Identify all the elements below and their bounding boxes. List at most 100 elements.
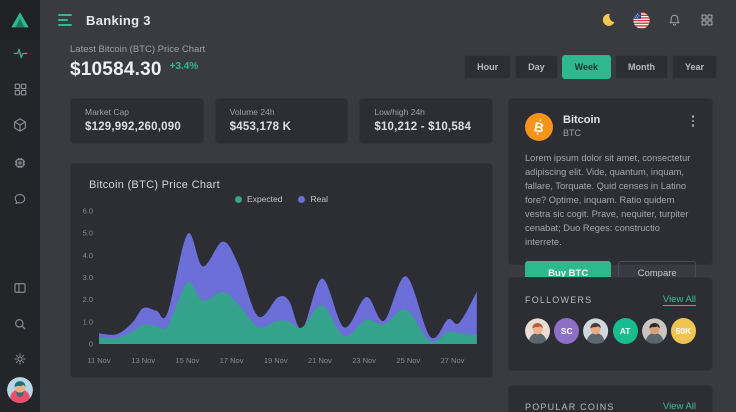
legend-item-real: Real [298,194,328,204]
range-button-day[interactable]: Day [515,55,558,79]
layout-panel-icon [14,283,26,293]
svg-text:B: B [533,119,546,136]
us-flag-icon [632,11,650,29]
followers-view-all-link[interactable]: View All [662,294,696,305]
coin-description: Lorem ipsum dolor sit amet, consectetur … [525,153,691,247]
app-logo[interactable] [0,0,40,40]
sidebar-item-search[interactable] [0,311,40,337]
x-axis-tick: 25 Nov [396,356,420,365]
user-avatar-image [7,377,33,403]
popular-coins-view-all-link[interactable]: View All [662,401,696,412]
sidebar-item-layout[interactable] [0,275,40,301]
package-icon [14,118,26,132]
x-axis-tick: 17 Nov [220,356,244,365]
y-axis-tick: 0 [89,340,93,349]
btc-price: $10584.30 [70,59,162,80]
follower-photo-3[interactable] [641,318,667,344]
chart-legend: Expected Real [71,194,492,204]
dashboard-grid-icon [14,83,26,95]
popular-coins-title: POPULAR COINS [525,401,615,412]
y-axis-tick: 5.0 [83,229,93,238]
price-chart-card: Bitcoin (BTC) Price Chart Expected Real 6… [70,163,493,378]
stat-value: $10,212 - $10,584 [374,121,472,133]
y-axis-tick: 1.0 [83,317,93,326]
stat-card-1: Volume 24h $453,178 K [214,98,349,144]
stat-label: Volume 24h [229,107,275,117]
y-axis-tick: 6.0 [83,207,93,216]
language-selector[interactable] [632,11,650,29]
chip-icon [15,158,25,168]
x-axis-tick: 13 Nov [131,356,155,365]
notifications-button[interactable] [665,11,683,29]
legend-dot [235,195,243,203]
coin-card-menu-button[interactable] [690,113,697,129]
x-axis-tick: 27 Nov [441,356,465,365]
activity-icon [12,48,28,58]
apps-menu-button[interactable] [698,11,716,29]
follower-photo-image [525,318,551,344]
sidebar [0,0,40,412]
chart-title: Bitcoin (BTC) Price Chart [89,179,220,191]
sidebar-item-activity[interactable] [0,40,40,66]
legend-label: Expected [247,194,283,204]
badge-text: SC [560,326,573,336]
followers-avatars: SC AT 50K [525,318,697,344]
legend-item-expected: Expected [235,194,282,204]
stats-row: Market Cap $129,992,260,090 Volume 24h $453… [70,98,494,144]
follower-badge-at[interactable]: AT [612,318,638,344]
btc-price-change: +3.4% [169,61,199,72]
stat-value: $453,178 K [229,121,292,133]
bitcoin-icon: B [525,113,553,141]
apps-grid-icon [701,14,713,26]
range-button-year[interactable]: Year [671,55,717,79]
coin-info-card: B Bitcoin BTC Lorem ipsum dolor sit amet… [508,98,713,286]
popular-coins-card: POPULAR COINS View All [508,385,713,412]
x-axis-tick: 19 Nov [264,356,288,365]
sidebar-item-messages[interactable] [0,186,40,212]
sidebar-item-system[interactable] [0,150,40,176]
x-axis-tick: 15 Nov [176,356,200,365]
stat-label: Low/high 24h [374,107,425,117]
range-button-week[interactable]: Week [561,55,611,79]
x-axis-tick: 23 Nov [352,356,376,365]
range-button-month[interactable]: Month [614,55,668,79]
followers-card: FOLLOWERS View All SC AT 50K [508,277,713,371]
coin-name: Bitcoin [563,114,601,126]
stat-card-0: Market Cap $129,992,260,090 [70,98,204,144]
range-button-hour[interactable]: Hour [464,55,512,79]
follower-photo-2[interactable] [583,318,609,344]
coin-symbol: BTC [563,128,581,138]
y-axis-tick: 3.0 [83,273,93,282]
follower-badge-50k[interactable]: 50K [670,318,697,344]
sidebar-item-products[interactable] [0,112,40,138]
badge-text: AT [619,326,631,336]
area-series-expected [99,282,477,344]
badge-text: 50K [675,326,692,336]
menu-toggle-button[interactable] [58,14,72,26]
moon-icon [602,13,615,26]
x-axis-tick: 11 Nov [87,356,110,365]
bell-icon [669,14,679,26]
stat-label: Market Cap [85,107,129,117]
sidebar-item-settings[interactable] [0,346,40,372]
legend-label: Real [310,194,328,204]
follower-photo-image [583,318,609,344]
y-axis-tick: 2.0 [83,295,93,304]
follower-badge-sc[interactable]: SC [554,318,580,344]
page-title: Banking 3 [86,12,151,28]
logo-triangle-icon [11,12,29,28]
price-overview: Latest Bitcoin (BTC) Price Chart $10584.… [70,44,205,81]
legend-dot [298,195,306,203]
gear-icon [14,353,26,365]
price-area-chart: 6.0 5.0 4.0 3.0 2.0 1.0 0 11 Nov 13 Nov 15 Nov 17 … [83,207,477,365]
top-header: Banking 3 [40,0,736,40]
dark-mode-toggle[interactable] [599,11,617,29]
follower-photo-image [641,318,667,344]
sidebar-item-dashboard[interactable] [0,76,40,102]
stat-value: $129,992,260,090 [85,121,181,133]
user-avatar[interactable] [7,377,33,403]
follower-photo-1[interactable] [525,318,551,344]
overview-label: Latest Bitcoin (BTC) Price Chart [70,44,206,55]
x-axis-tick: 21 Nov [308,356,332,365]
